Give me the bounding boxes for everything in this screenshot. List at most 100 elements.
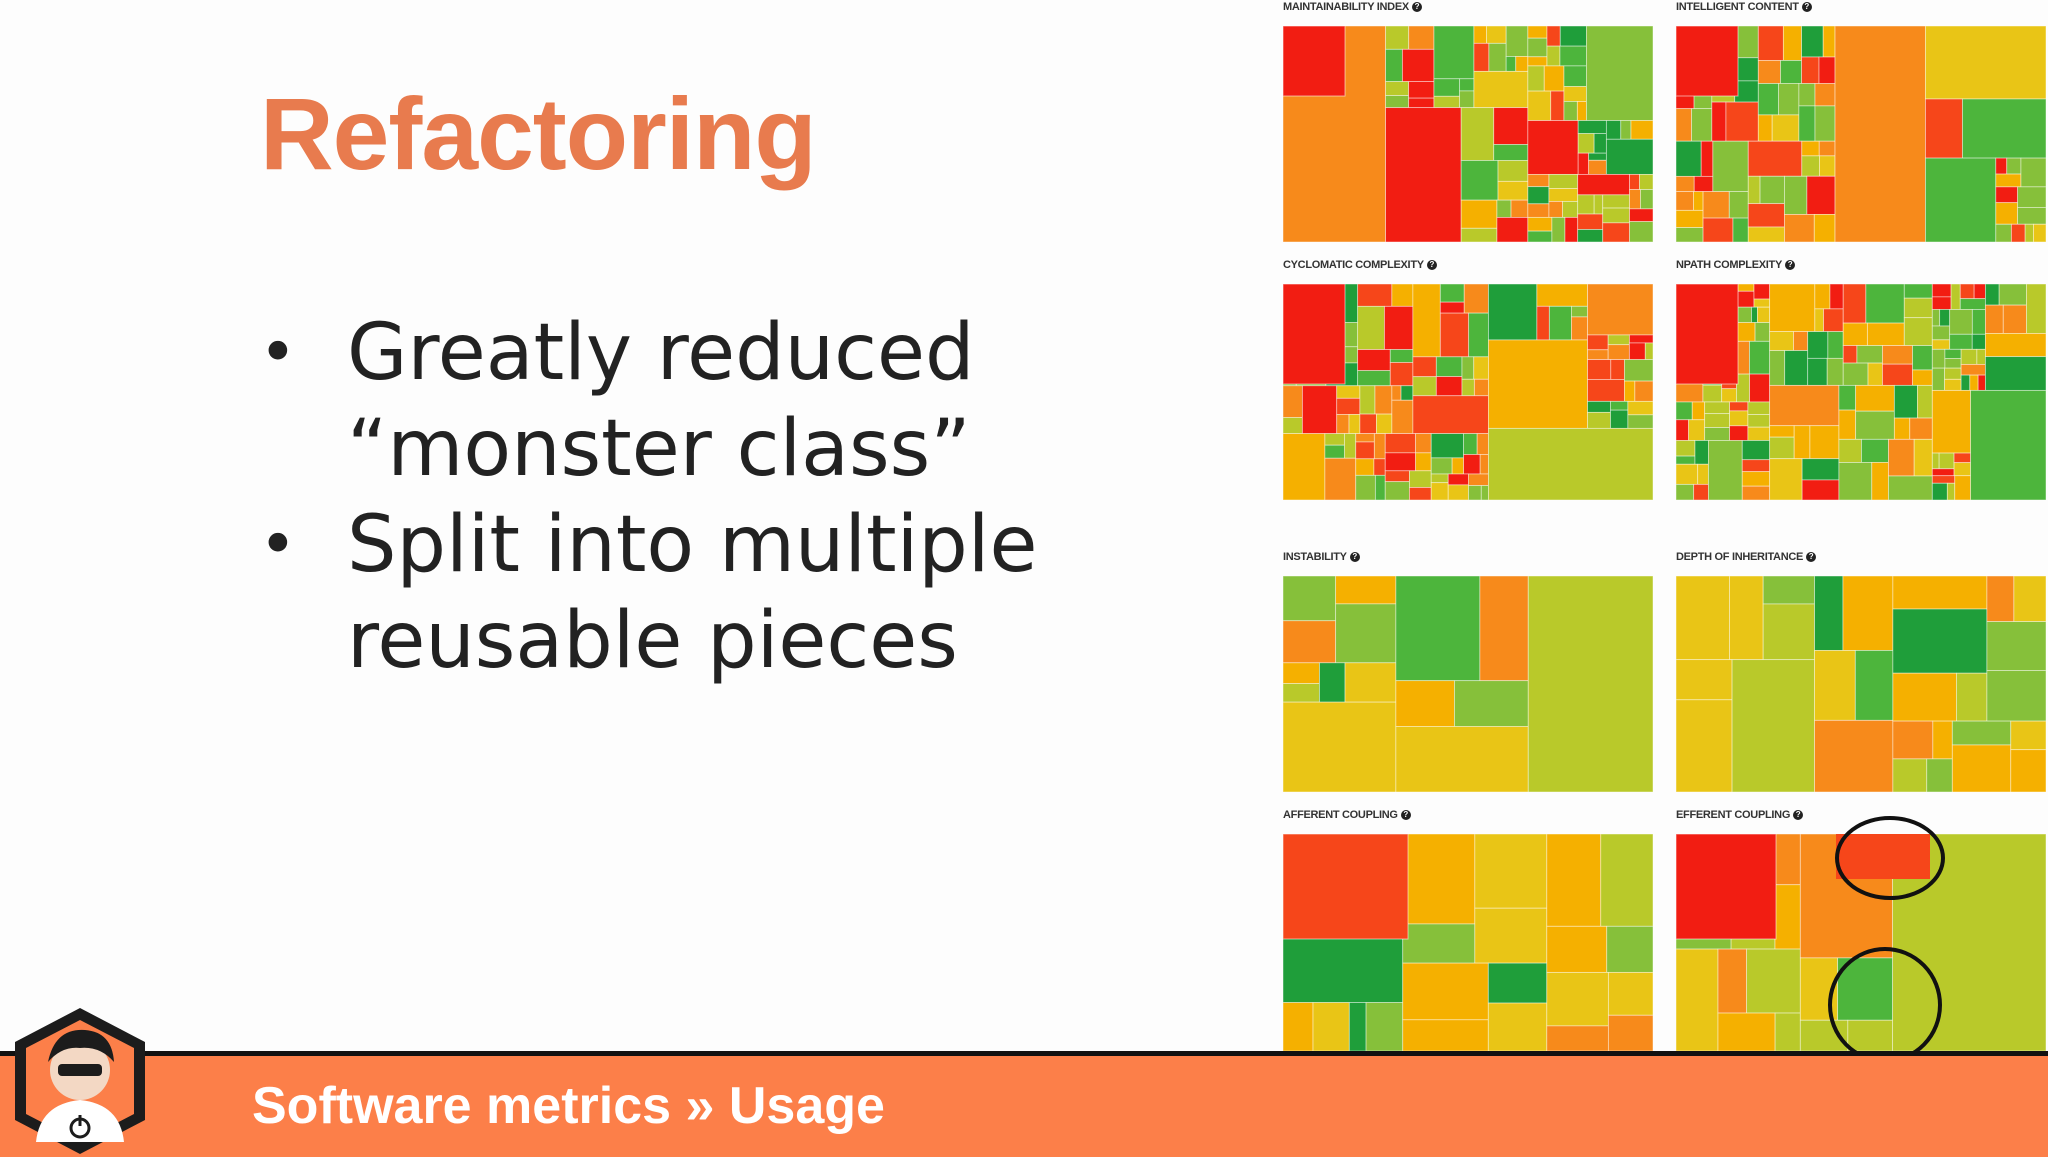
treemap-cell	[1708, 440, 1743, 500]
treemap-cell	[1717, 948, 1747, 1014]
question-circle-icon[interactable]: ?	[1349, 552, 1360, 562]
treemap-cell	[1607, 971, 1653, 1016]
treemap-cell	[1725, 101, 1759, 142]
developer-avatar-logo	[15, 1008, 145, 1154]
bullet-line: reusable pieces	[347, 596, 958, 686]
treemap-cell	[1488, 339, 1588, 429]
treemap-cell	[1433, 26, 1475, 80]
treemap-cell	[1587, 284, 1653, 336]
treemap-cell	[1460, 160, 1499, 201]
treemap-intelligent-content	[1676, 26, 2046, 242]
treemap-cell	[1903, 317, 1933, 346]
treemap-cell	[1986, 621, 2046, 671]
bullet-marker: •	[259, 316, 297, 390]
treemap-cell	[1430, 433, 1464, 459]
bullet-marker: •	[259, 508, 297, 582]
treemap-cell	[1454, 680, 1529, 727]
treemap-cell	[1607, 1014, 1653, 1051]
treemap-cell-highlight	[1836, 834, 1930, 879]
treemap-cell	[1925, 157, 1997, 242]
bullet-line: Split into multiple	[347, 500, 1038, 590]
treemap-cell	[1283, 834, 1409, 940]
treemap-cell	[1324, 457, 1357, 500]
treemap-label: INSTABILITY?	[1283, 551, 1360, 563]
question-circle-icon[interactable]: ?	[1801, 2, 1812, 12]
question-circle-icon[interactable]: ?	[1411, 2, 1422, 12]
treemap-cell	[2010, 720, 2046, 751]
treemap-cell	[1838, 462, 1873, 500]
treemap-cell	[1402, 1019, 1489, 1051]
treemap-label: DEPTH OF INHERITANCE?	[1676, 551, 1817, 563]
treemap-label: NPATH COMPLEXITY?	[1676, 259, 1796, 271]
treemap-cell	[1814, 650, 1856, 721]
treemap-cell	[1395, 726, 1529, 792]
treemap-cell	[1676, 699, 1733, 792]
question-circle-icon[interactable]: ?	[1785, 260, 1796, 270]
treemap-cell	[1496, 217, 1529, 242]
question-circle-icon[interactable]: ?	[1793, 810, 1804, 820]
treemap-cell	[1984, 356, 2046, 391]
treemap-cell	[1892, 720, 1934, 760]
treemap-cell	[1439, 312, 1470, 358]
treemap-cell	[1546, 834, 1602, 927]
treemap-cell	[1676, 834, 1777, 940]
treemap-cell	[1283, 701, 1397, 792]
treemap-cell	[1676, 284, 1739, 385]
treemap-label-text: MAINTAINABILITY INDEX	[1283, 1, 1409, 13]
footer-breadcrumb: Software metrics » Usage	[252, 1077, 885, 1135]
treemap-maintainability-index	[1283, 26, 1653, 242]
treemap-cell	[1402, 962, 1489, 1021]
treemap-label-text: INTELLIGENT CONTENT	[1676, 1, 1799, 13]
treemap-afferent-coupling	[1283, 834, 1653, 1051]
treemap-cell	[1769, 458, 1803, 500]
treemap-label-text: INSTABILITY	[1283, 551, 1347, 563]
treemap-cell	[1487, 1002, 1548, 1051]
treemap-cell	[1460, 199, 1498, 229]
question-circle-icon[interactable]: ?	[1426, 260, 1437, 270]
treemap-npath-complexity	[1676, 284, 2046, 500]
treemap-cell	[1493, 107, 1529, 145]
treemap-cell	[1784, 213, 1815, 242]
treemap-cell	[1769, 284, 1816, 332]
treemap-label-text: AFFERENT COUPLING	[1283, 809, 1398, 821]
treemap-cell	[1488, 427, 1653, 500]
treemap-cell	[1600, 834, 1653, 927]
treemap-cell	[1925, 26, 2046, 100]
treemap-cell	[1527, 576, 1653, 792]
treemap-cell	[1892, 608, 1988, 674]
treemap-cell	[1847, 1019, 1893, 1051]
treemap-cell	[1546, 925, 1608, 973]
annotation-circle-top	[1835, 816, 1945, 900]
treemap-cell	[1892, 758, 1928, 792]
treemap-cell	[1854, 650, 1894, 721]
treemap-cell	[1814, 576, 1844, 651]
treemap-cell	[1842, 576, 1894, 651]
treemap-cell	[1401, 48, 1435, 82]
treemap-cell	[1335, 603, 1397, 664]
treemap-cell	[1283, 26, 1346, 97]
treemap-instability	[1283, 576, 1653, 792]
annotation-circle-bottom	[1828, 947, 1942, 1063]
treemap-cell	[1676, 576, 1730, 661]
treemap-cell	[1837, 957, 1893, 1021]
treemap-cell	[1586, 26, 1653, 121]
treemap-cell	[1283, 433, 1326, 500]
treemap-label: CYCLOMATIC COMPLEXITY?	[1283, 259, 1437, 271]
treemap-cell	[1855, 410, 1895, 440]
treemap-label: AFFERENT COUPLING?	[1283, 809, 1411, 821]
treemap-label: MAINTAINABILITY INDEX?	[1283, 1, 1422, 13]
treemap-cell	[1335, 576, 1397, 605]
treemap-cell	[1283, 284, 1346, 385]
treemap-cell	[1731, 659, 1815, 792]
question-circle-icon[interactable]: ?	[1806, 552, 1817, 562]
treemap-label-text: DEPTH OF INHERITANCE	[1676, 551, 1804, 563]
treemap-cell	[1283, 620, 1337, 664]
question-circle-icon[interactable]: ?	[1400, 810, 1411, 820]
treemap-cell	[1774, 884, 1801, 950]
treemap-cell	[1771, 114, 1800, 142]
treemap-label-text: CYCLOMATIC COMPLEXITY	[1283, 259, 1424, 271]
treemap-cell	[1395, 680, 1455, 727]
treemap-cell	[1283, 1002, 1314, 1051]
treemap-label-text: EFFERENT COUPLING	[1676, 809, 1791, 821]
